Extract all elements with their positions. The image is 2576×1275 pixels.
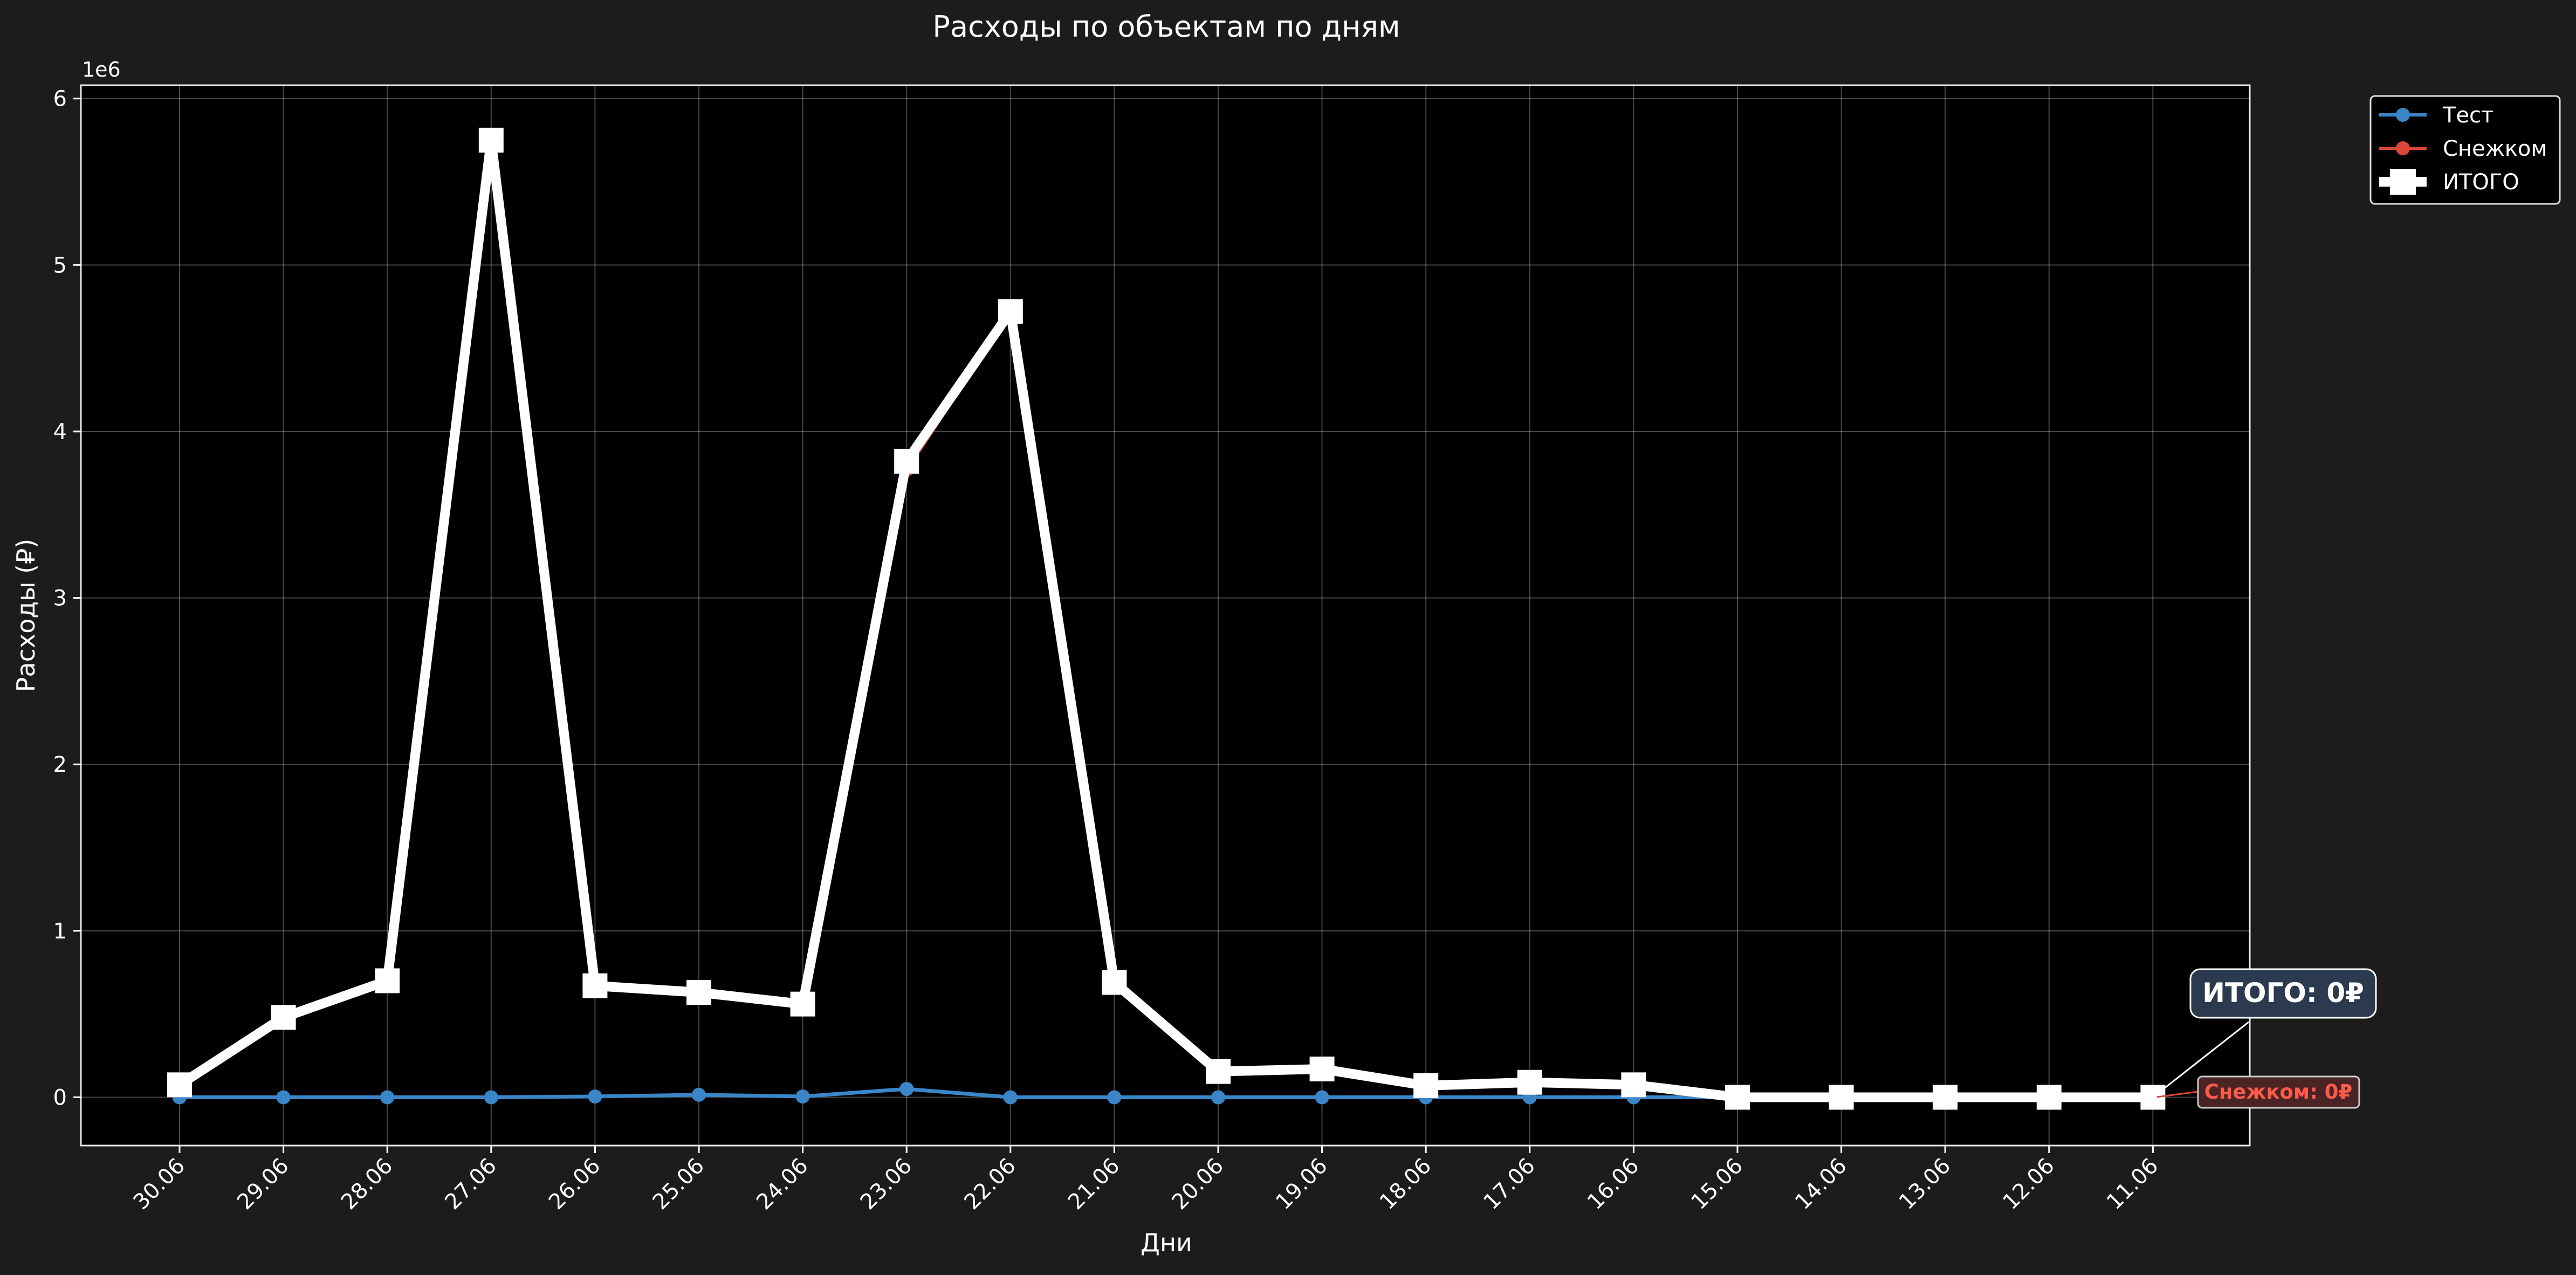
y-axis-label: Расходы (₽) [11, 539, 40, 693]
legend-item-snezhkom: Снежком [2379, 136, 2547, 161]
y-tick-label: 3 [53, 586, 67, 611]
y-tick-label: 1 [53, 919, 67, 944]
y-tick-label: 5 [53, 253, 67, 278]
data-point-total [686, 980, 711, 1005]
legend-label-snezhkom: Снежком [2443, 136, 2547, 161]
data-point-total [478, 127, 504, 153]
annotation-total-box [2189, 968, 2377, 1019]
annotation-snezhkom-arrow [2156, 1091, 2199, 1098]
legend-marker-test-dot [2396, 108, 2410, 122]
data-point-total [271, 1005, 296, 1030]
annotation-snezhkom-box [2197, 1075, 2360, 1109]
legend-item-total: ИТОГО [2379, 169, 2519, 195]
annotation-total-label: ИТОГО: 0₽ [2202, 977, 2364, 1009]
x-axis-label: Дни [1141, 1228, 1192, 1257]
annotation-snezhkom-label: Снежком: 0₽ [2204, 1080, 2353, 1103]
y-tick-label: 2 [53, 752, 67, 777]
data-point-total [1829, 1085, 1854, 1110]
grid [81, 85, 2250, 1146]
data-point-test [795, 1089, 810, 1103]
data-point-total [1413, 1073, 1439, 1098]
legend-marker-total-square [2390, 169, 2416, 195]
data-point-test [692, 1087, 706, 1102]
data-point-total [582, 973, 608, 998]
data-point-total [790, 991, 815, 1017]
legend-marker-snezhkom-dot [2396, 141, 2410, 155]
data-point-test [276, 1090, 291, 1105]
data-point-total [2036, 1085, 2062, 1110]
data-point-total [1621, 1072, 1646, 1098]
chart-title: Расходы по объектам по дням [932, 10, 1400, 44]
data-point-total [1206, 1059, 1231, 1084]
legend-label-test: Тест [2442, 103, 2493, 128]
data-point-test [484, 1090, 498, 1105]
data-point-total [894, 449, 919, 474]
data-point-total [167, 1072, 192, 1098]
data-point-total [375, 968, 400, 993]
data-point-test [1211, 1090, 1225, 1105]
data-point-test [899, 1082, 914, 1096]
legend-item-test: Тест [2379, 103, 2493, 128]
annotation-total-arrow [2155, 1021, 2249, 1096]
data-point-total [1309, 1057, 1335, 1082]
data-point-total [1725, 1085, 1750, 1110]
plot-area [80, 84, 2251, 1147]
series-total [167, 127, 2166, 1110]
y-tick-label: 6 [53, 87, 67, 112]
y-offset-label: 1e6 [82, 58, 121, 81]
series-layer [167, 127, 2166, 1110]
data-point-total [2140, 1085, 2166, 1110]
data-point-test [1107, 1090, 1122, 1105]
data-point-test [380, 1090, 395, 1105]
annotations: ИТОГО: 0₽ Снежком: 0₽ [2155, 968, 2377, 1109]
data-point-test [588, 1089, 602, 1103]
data-point-total [998, 299, 1023, 324]
data-point-test [1003, 1090, 1018, 1105]
series-line-total [175, 135, 2158, 1102]
y-axis-ticks: 0 1 2 3 4 5 6 [53, 87, 81, 1110]
data-point-test [1315, 1090, 1329, 1105]
data-point-total [1933, 1085, 1958, 1110]
y-tick-label: 0 [53, 1085, 67, 1110]
data-point-total [1517, 1070, 1542, 1095]
y-tick-label: 4 [53, 420, 67, 444]
legend-label-total: ИТОГО [2443, 170, 2519, 195]
data-point-total [1102, 970, 1127, 995]
legend: Тест Снежком ИТОГО [2369, 95, 2561, 205]
